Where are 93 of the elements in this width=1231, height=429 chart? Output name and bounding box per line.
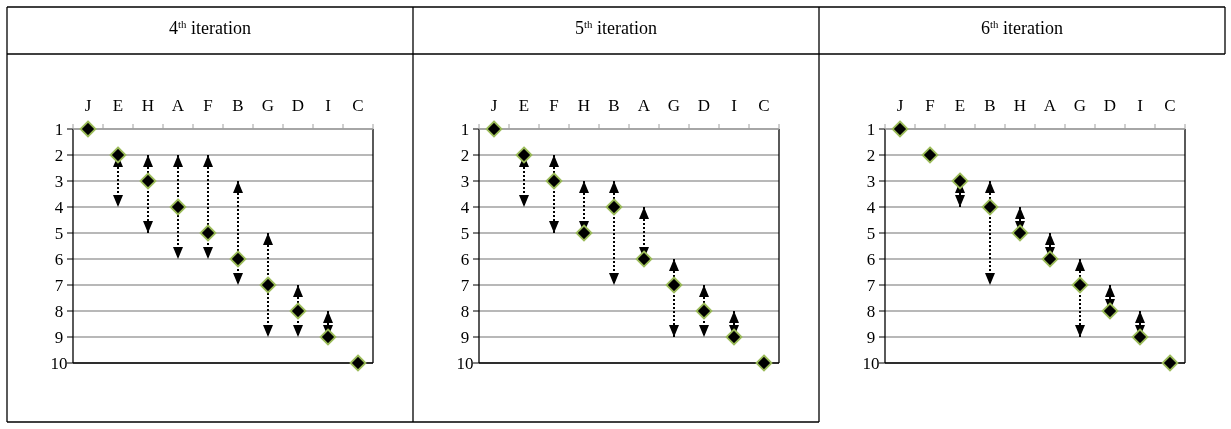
- y-tick-label: 9: [460, 327, 470, 347]
- y-tick-label: 5: [54, 223, 64, 243]
- x-tick-label: C: [758, 96, 770, 115]
- y-tick-label: 6: [866, 249, 876, 269]
- x-tick-label: F: [925, 96, 935, 115]
- point: [199, 224, 217, 242]
- y-tick-label: 3: [54, 171, 64, 191]
- x-tick-label: G: [667, 96, 681, 115]
- point: [695, 302, 713, 320]
- y-tick-label: 8: [460, 301, 470, 321]
- y-tick-label: 1: [460, 119, 470, 139]
- y-tick-label: 10: [50, 353, 68, 373]
- x-tick-label: H: [577, 96, 591, 115]
- chart-title: 6$^{th}$ iteration: [981, 18, 1063, 38]
- y-tick-label: 5: [866, 223, 876, 243]
- point: [1011, 224, 1029, 242]
- chart-title: 4$^{th}$ iteration: [169, 18, 251, 38]
- y-tick-label: 1: [54, 119, 64, 139]
- point: [485, 120, 503, 138]
- x-tick-label: I: [325, 96, 332, 115]
- x-tick-label: B: [608, 96, 620, 115]
- x-tick-label: B: [984, 96, 996, 115]
- x-tick-label: A: [637, 96, 651, 115]
- point: [635, 250, 653, 268]
- point: [79, 120, 97, 138]
- x-tick-label: C: [1164, 96, 1176, 115]
- point: [515, 146, 533, 164]
- point: [981, 198, 999, 216]
- y-tick-label: 3: [460, 171, 470, 191]
- point: [1041, 250, 1059, 268]
- point: [1071, 276, 1089, 294]
- point: [229, 250, 247, 268]
- x-tick-label: J: [896, 96, 904, 115]
- point: [139, 172, 157, 190]
- point: [319, 328, 337, 346]
- y-tick-label: 2: [460, 145, 470, 165]
- x-tick-label: A: [1043, 96, 1057, 115]
- point: [289, 302, 307, 320]
- point: [169, 198, 187, 216]
- y-tick-label: 2: [54, 145, 64, 165]
- point: [891, 120, 909, 138]
- x-tick-label: D: [1103, 96, 1117, 115]
- y-tick-label: 9: [54, 327, 64, 347]
- point: [605, 198, 623, 216]
- y-tick-label: 4: [54, 197, 64, 217]
- x-tick-label: H: [141, 96, 155, 115]
- point: [109, 146, 127, 164]
- y-tick-label: 1: [866, 119, 876, 139]
- point: [951, 172, 969, 190]
- x-tick-label: A: [171, 96, 185, 115]
- y-tick-label: 8: [54, 301, 64, 321]
- x-tick-label: H: [1013, 96, 1027, 115]
- x-tick-label: E: [954, 96, 966, 115]
- y-tick-label: 2: [866, 145, 876, 165]
- y-tick-label: 8: [866, 301, 876, 321]
- point: [349, 354, 367, 372]
- y-tick-label: 4: [460, 197, 470, 217]
- x-tick-label: I: [1137, 96, 1144, 115]
- y-tick-label: 10: [862, 353, 880, 373]
- y-tick-label: 9: [866, 327, 876, 347]
- y-tick-label: 6: [54, 249, 64, 269]
- chart-title: 5$^{th}$ iteration: [575, 18, 657, 38]
- y-tick-label: 3: [866, 171, 876, 191]
- x-tick-label: F: [203, 96, 213, 115]
- y-tick-label: 7: [460, 275, 470, 295]
- y-tick-label: 7: [54, 275, 64, 295]
- point: [755, 354, 773, 372]
- x-tick-label: E: [112, 96, 124, 115]
- x-tick-label: G: [1073, 96, 1087, 115]
- x-tick-label: E: [518, 96, 530, 115]
- x-tick-label: I: [731, 96, 738, 115]
- point: [1101, 302, 1119, 320]
- x-tick-label: D: [291, 96, 305, 115]
- y-tick-label: 5: [460, 223, 470, 243]
- point: [259, 276, 277, 294]
- point: [665, 276, 683, 294]
- y-tick-label: 4: [866, 197, 876, 217]
- x-tick-label: J: [490, 96, 498, 115]
- x-tick-label: J: [84, 96, 92, 115]
- point: [725, 328, 743, 346]
- y-tick-label: 6: [460, 249, 470, 269]
- x-tick-label: F: [549, 96, 559, 115]
- point: [1161, 354, 1179, 372]
- y-tick-label: 10: [456, 353, 474, 373]
- x-tick-label: B: [232, 96, 244, 115]
- point: [921, 146, 939, 164]
- point: [1131, 328, 1149, 346]
- y-tick-label: 7: [866, 275, 876, 295]
- x-tick-label: C: [352, 96, 364, 115]
- point: [545, 172, 563, 190]
- x-tick-label: G: [261, 96, 275, 115]
- x-tick-label: D: [697, 96, 711, 115]
- point: [575, 224, 593, 242]
